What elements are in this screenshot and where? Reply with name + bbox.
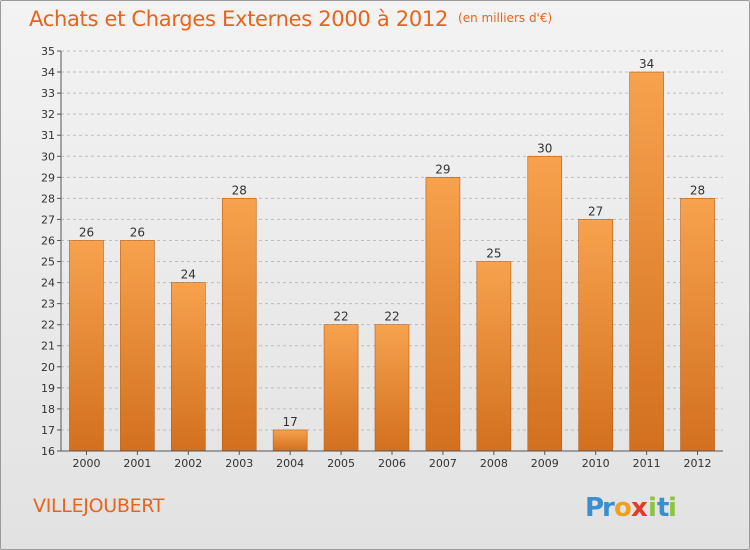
x-tick-label: 2008 [480, 457, 508, 470]
y-tick-label: 28 [41, 192, 55, 205]
bar [171, 282, 206, 452]
data-labels: 26 26 24 28 17 22 22 29 25 30 27 34 28 [79, 57, 705, 429]
axes: 16 17 18 19 20 21 22 23 24 25 26 27 28 29 30 31 32 33 34 35… [41, 45, 723, 470]
y-tick-label: 25 [41, 256, 55, 269]
x-tick-label: 2002 [174, 457, 202, 470]
data-label: 30 [537, 141, 552, 155]
data-label: 29 [435, 162, 450, 176]
y-tick-label: 33 [41, 87, 55, 100]
bars [69, 71, 715, 452]
x-tick-label: 2004 [276, 457, 304, 470]
y-tick-label: 35 [41, 45, 55, 58]
logo-letter: o [614, 493, 632, 522]
commune-name: VILLEJOUBERT [33, 495, 165, 517]
y-tick-label: 17 [41, 424, 55, 437]
x-tick-label: 2000 [72, 457, 100, 470]
logo-letter: i [648, 493, 657, 522]
bar [476, 261, 512, 452]
bar [120, 240, 155, 452]
x-tick-label: 2001 [123, 457, 151, 470]
data-label: 26 [79, 225, 94, 239]
y-tick-label: 18 [41, 403, 55, 416]
y-tick-label: 31 [41, 129, 55, 142]
x-tick-label: 2006 [378, 457, 406, 470]
chart-unit-label: (en milliers d'€) [458, 11, 553, 25]
bar [221, 198, 257, 452]
y-tick-label: 34 [41, 66, 55, 79]
x-tick-label: 2005 [327, 457, 355, 470]
y-tick-label: 20 [41, 361, 55, 374]
data-label: 22 [333, 310, 348, 324]
logo-letter: x [631, 493, 648, 522]
data-label: 25 [486, 247, 501, 261]
y-tick-label: 27 [41, 213, 55, 226]
bar [578, 219, 613, 452]
data-label: 34 [639, 57, 654, 71]
data-label: 26 [130, 225, 145, 239]
bar [374, 324, 410, 452]
y-tick-label: 22 [41, 319, 55, 332]
bar [272, 429, 308, 452]
x-tick-label: 2011 [633, 457, 661, 470]
y-tick-label: 21 [41, 340, 55, 353]
logo-letter: i [668, 493, 677, 522]
logo-letter: P [585, 493, 604, 522]
y-tick-label: 19 [41, 382, 55, 395]
bar [425, 177, 461, 452]
logo-letter: r [602, 493, 615, 522]
x-tick-label: 2007 [429, 457, 457, 470]
logo-letter: t [657, 493, 669, 522]
x-tick-label: 2010 [582, 457, 610, 470]
chart-title: Achats et Charges Externes 2000 à 2012 (e… [29, 7, 552, 33]
data-label: 28 [690, 183, 705, 197]
data-label: 24 [181, 268, 196, 282]
proxiti-logo: Pr o x i ti [585, 493, 677, 522]
y-tick-label: 26 [41, 234, 55, 247]
x-tick-label: 2009 [531, 457, 559, 470]
bar [69, 240, 104, 452]
bar [323, 324, 359, 452]
y-tick-label: 30 [41, 150, 55, 163]
data-label: 28 [232, 183, 247, 197]
y-tick-label: 24 [41, 277, 55, 290]
bar [629, 71, 664, 452]
chart-title-text: Achats et Charges Externes 2000 à 2012 [29, 7, 449, 31]
y-tick-label: 23 [41, 298, 55, 311]
bar [527, 155, 563, 452]
data-label: 17 [283, 415, 298, 429]
x-tick-label: 2003 [225, 457, 253, 470]
y-tick-label: 32 [41, 108, 55, 121]
data-label: 22 [384, 310, 399, 324]
x-tick-label: 2012 [684, 457, 712, 470]
data-label: 27 [588, 204, 603, 218]
y-tick-label: 16 [41, 445, 55, 458]
bar [680, 198, 715, 452]
y-tick-label: 29 [41, 171, 55, 184]
